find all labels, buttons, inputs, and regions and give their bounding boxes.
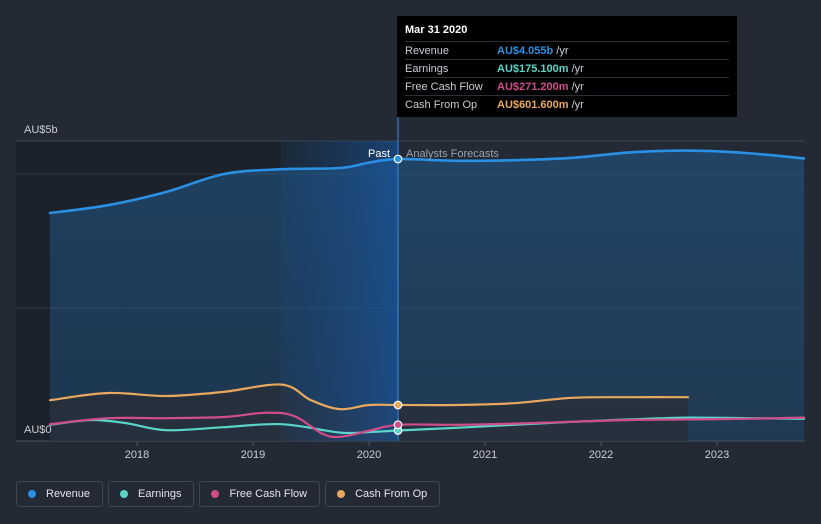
tooltip-row-revenue: Revenue AU$4.055b /yr bbox=[405, 41, 729, 59]
y-tick-label-bottom: AU$0 bbox=[24, 424, 52, 436]
legend-item-earnings[interactable]: Earnings bbox=[108, 481, 195, 507]
legend: Revenue Earnings Free Cash Flow Cash Fro… bbox=[16, 481, 441, 507]
legend-item-revenue[interactable]: Revenue bbox=[16, 481, 104, 507]
x-tick-label: 2022 bbox=[589, 449, 613, 461]
axis-labels: AU$5b AU$0 2018 2019 2020 2021 2022 2023 Past Ana… bbox=[24, 124, 729, 461]
tooltip-fcf-label: Free Cash Flow bbox=[405, 81, 483, 93]
tooltip-revenue-unit: /yr bbox=[556, 45, 569, 57]
tooltip-date: Mar 31 2020 bbox=[405, 24, 468, 36]
legend-label-cash-from-op: Cash From Op bbox=[355, 488, 428, 500]
tooltip-fcf-value: AU$271.200m bbox=[497, 81, 569, 93]
hover-tooltip: Mar 31 2020 Revenue AU$4.055b /yr Earnin… bbox=[397, 16, 737, 117]
chart-area: AU$5b AU$0 2018 2019 2020 2021 2022 2023 Past Ana… bbox=[16, 117, 806, 461]
tooltip-earnings-value: AU$175.100m bbox=[497, 63, 569, 75]
y-tick-label-top: AU$5b bbox=[24, 124, 58, 136]
tooltip-revenue-label: Revenue bbox=[405, 45, 450, 57]
x-tick-label: 2021 bbox=[473, 449, 497, 461]
legend-label-earnings: Earnings bbox=[138, 488, 182, 500]
x-tick-label: 2023 bbox=[705, 449, 729, 461]
free-cash-flow-dot-icon bbox=[211, 490, 220, 498]
marker-free-cash-flow bbox=[393, 420, 403, 430]
tooltip-earnings-unit: /yr bbox=[571, 63, 584, 75]
marker-cash-from-op bbox=[393, 400, 403, 410]
hover-band bbox=[280, 141, 398, 441]
hover-markers bbox=[393, 154, 403, 435]
x-tick-label: 2018 bbox=[125, 449, 149, 461]
tooltip-fcf-unit: /yr bbox=[571, 81, 584, 93]
tooltip-earnings-label: Earnings bbox=[405, 63, 449, 75]
tooltip-cfo-label: Cash From Op bbox=[405, 99, 478, 111]
legend-label-free-cash-flow: Free Cash Flow bbox=[229, 488, 308, 500]
series-line-earnings bbox=[48, 416, 806, 435]
past-label: Past bbox=[368, 148, 390, 160]
area-fills bbox=[50, 150, 804, 441]
marker-revenue bbox=[393, 154, 403, 164]
tooltip-revenue-value: AU$4.055b bbox=[497, 45, 554, 57]
tooltip-row-earnings: Earnings AU$175.100m /yr bbox=[405, 59, 729, 77]
legend-item-cash-from-op[interactable]: Cash From Op bbox=[325, 481, 441, 507]
legend-label-revenue: Revenue bbox=[46, 488, 91, 500]
tooltip-cfo-value: AU$601.600m bbox=[497, 99, 569, 111]
forecast-label: Analysts Forecasts bbox=[406, 148, 499, 160]
x-tick-label: 2019 bbox=[241, 449, 265, 461]
earnings-dot-icon bbox=[120, 490, 129, 498]
x-tick-label: 2020 bbox=[357, 449, 381, 461]
revenue-dot-icon bbox=[28, 490, 36, 498]
tooltip-row-fcf: Free Cash Flow AU$271.200m /yr bbox=[405, 77, 729, 95]
tooltip-cfo-unit: /yr bbox=[571, 99, 584, 111]
hover-highlight bbox=[280, 117, 399, 441]
legend-item-free-cash-flow[interactable]: Free Cash Flow bbox=[199, 481, 321, 507]
series-line-free-cash-flow bbox=[48, 411, 806, 439]
cash-from-op-dot-icon bbox=[337, 490, 346, 498]
revenue-area bbox=[50, 150, 804, 441]
tooltip-row-cfo: Cash From Op AU$601.600m /yr bbox=[405, 95, 729, 113]
series-line-cash-from-op bbox=[48, 383, 690, 411]
